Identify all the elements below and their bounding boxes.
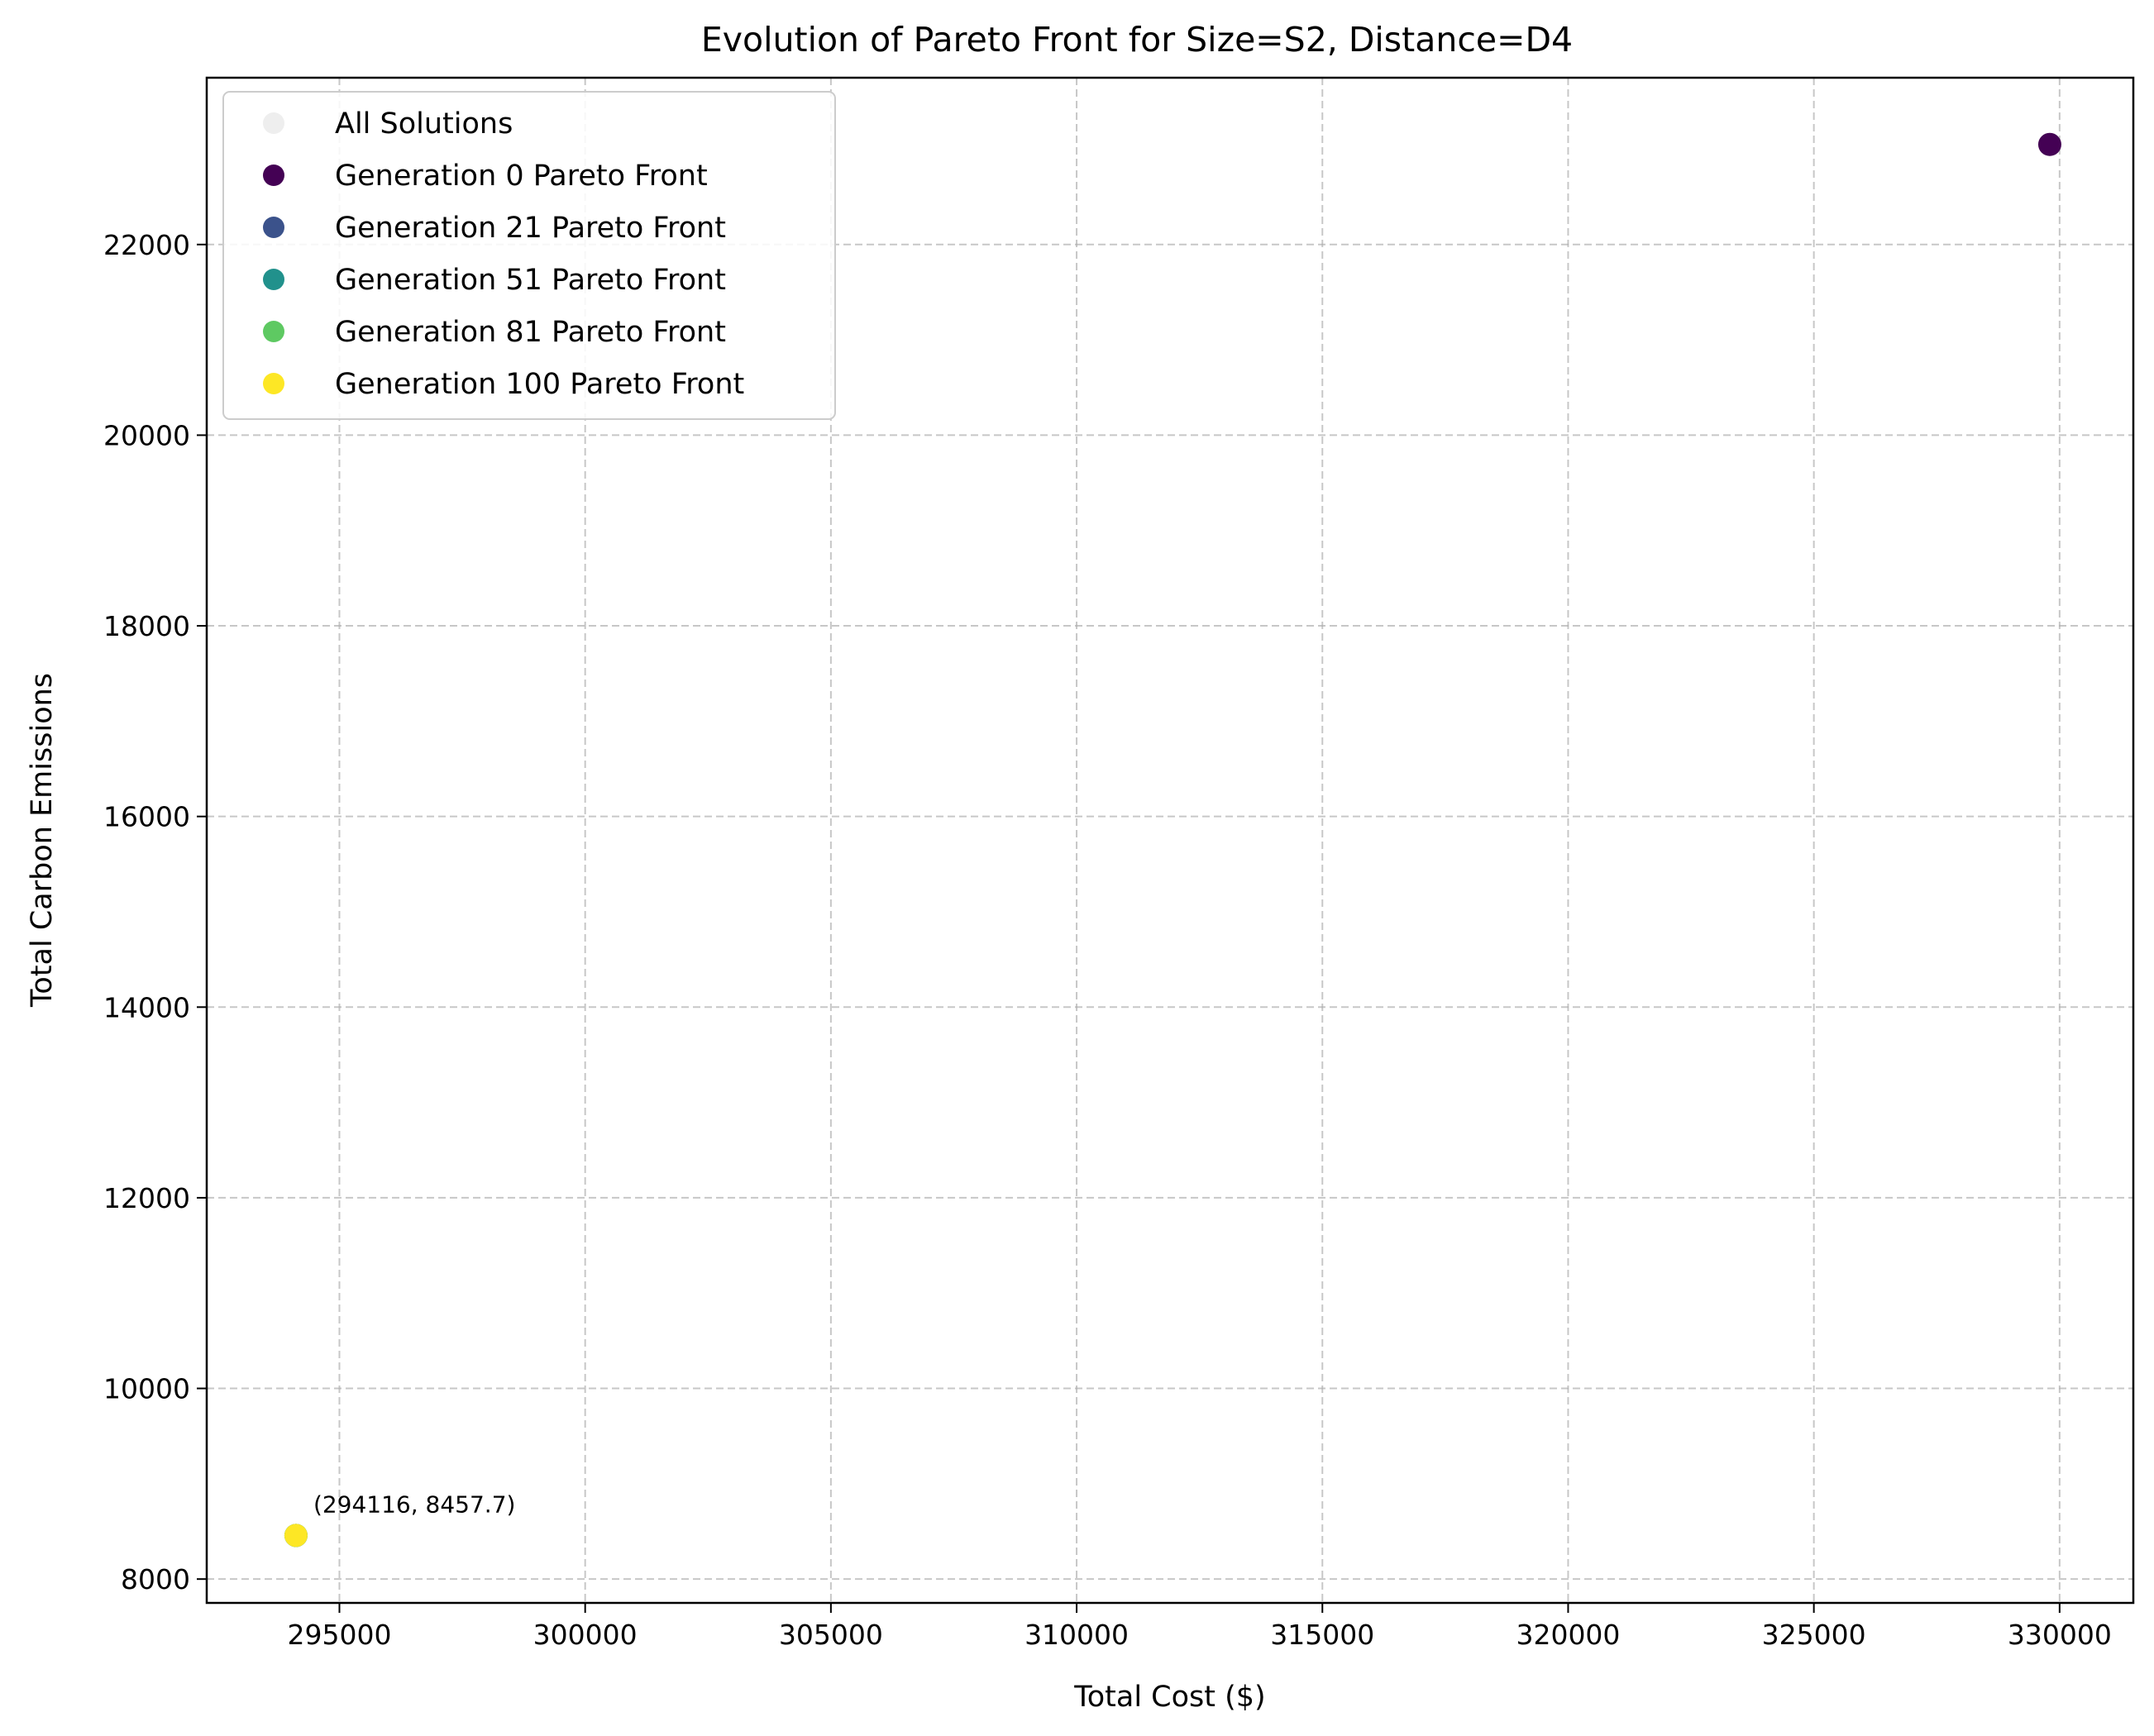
point-annotation: (294116, 8457.7) xyxy=(313,1490,516,1518)
y-tick-label: 10000 xyxy=(103,1373,190,1405)
legend-label: All Solutions xyxy=(335,107,513,141)
legend-label: Generation 0 Pareto Front xyxy=(335,160,708,193)
legend-marker xyxy=(263,373,284,394)
y-tick-label: 8000 xyxy=(121,1563,190,1595)
x-tick-label: 320000 xyxy=(1516,1619,1620,1651)
legend-label: Generation 21 Pareto Front xyxy=(335,212,726,245)
annotation-layer: (294116, 8457.7) xyxy=(313,1490,516,1518)
legend-marker xyxy=(263,321,284,342)
y-tick-label: 18000 xyxy=(103,610,190,642)
y-tick-label: 14000 xyxy=(103,991,190,1023)
y-tick-label: 12000 xyxy=(103,1182,190,1214)
y-tick-label: 20000 xyxy=(103,419,190,451)
y-tick-label: 22000 xyxy=(103,229,190,261)
y-axis-title: Total Carbon Emissions xyxy=(26,673,59,1008)
ticks-layer: 295000 300000 305000 310000 315000 320000 3250… xyxy=(103,229,2112,1651)
x-tick-label: 325000 xyxy=(1762,1619,1866,1651)
chart-title: Evolution of Pareto Front for Size=S2, D… xyxy=(701,20,1573,60)
points-layer xyxy=(284,132,2061,1548)
legend-label: Generation 100 Pareto Front xyxy=(335,368,744,401)
legend-marker xyxy=(263,269,284,290)
legend-label: Generation 81 Pareto Front xyxy=(335,316,726,349)
legend-frame xyxy=(222,91,836,420)
legend: All Solutions Generation 0 Pareto Front Ge… xyxy=(222,91,836,420)
legend-marker xyxy=(263,165,284,186)
legend-marker xyxy=(263,112,284,134)
x-tick-label: 305000 xyxy=(779,1619,883,1651)
legend-label: Generation 51 Pareto Front xyxy=(335,264,726,297)
legend-marker xyxy=(263,217,284,238)
grid-layer xyxy=(207,78,2133,1603)
data-point-series-5 xyxy=(284,1524,308,1548)
x-tick-label: 330000 xyxy=(2008,1619,2112,1651)
data-point-series-1 xyxy=(2037,132,2061,156)
plot-area-frame xyxy=(205,76,2135,1605)
x-tick-label: 315000 xyxy=(1270,1619,1374,1651)
x-tick-label: 300000 xyxy=(533,1619,638,1651)
x-tick-label: 310000 xyxy=(1024,1619,1129,1651)
x-axis-title: Total Cost ($) xyxy=(1073,1681,1265,1714)
y-tick-label: 16000 xyxy=(103,801,190,833)
x-tick-label: 295000 xyxy=(287,1619,391,1651)
